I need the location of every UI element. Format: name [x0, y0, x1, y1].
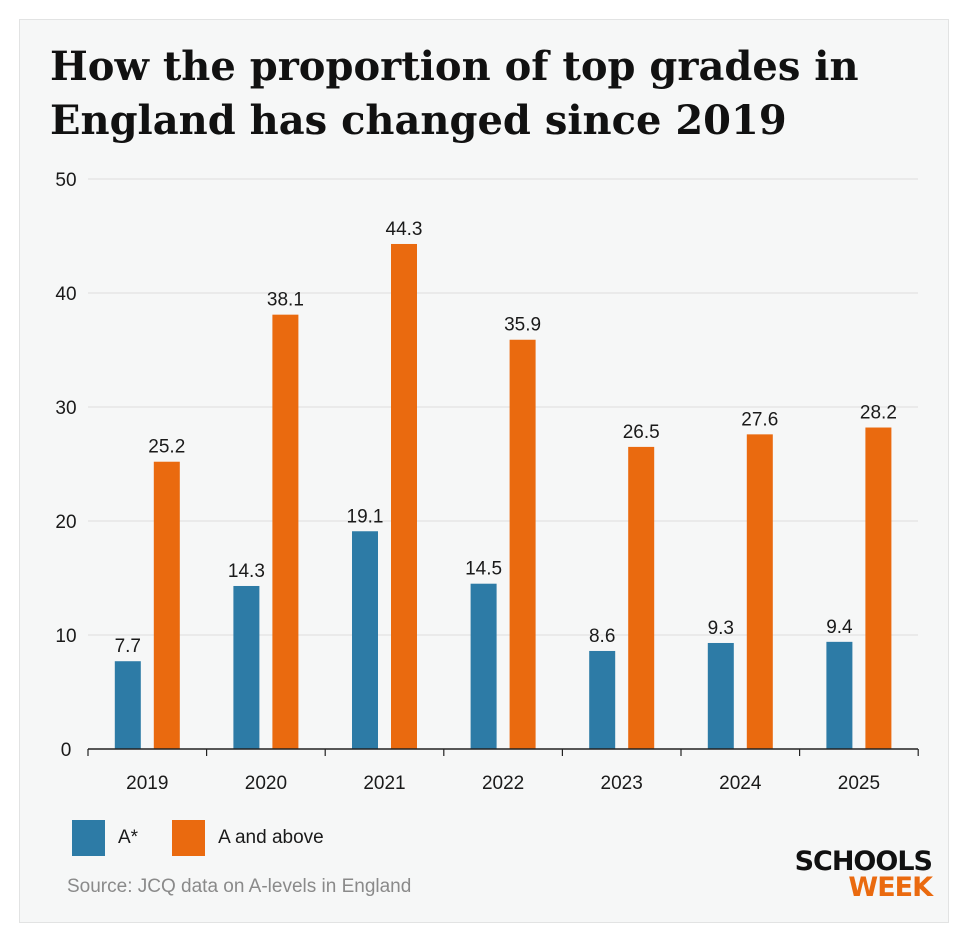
y-tick-label-0: 0: [61, 740, 72, 761]
data-label-a-star-2024: 9.3: [708, 618, 734, 639]
legend-swatch-a-star: [72, 820, 105, 856]
x-tick-label-2020: 2020: [245, 773, 287, 794]
data-label-a-star-2020: 14.3: [228, 561, 265, 582]
bar-a-and-above-2021: [391, 243, 417, 750]
data-label-a-and-above-2019: 25.2: [148, 437, 185, 458]
legend-label-a-star: A*: [118, 827, 139, 848]
logo-line-schools: SCHOOLS: [794, 846, 933, 877]
bar-a-and-above-2022: [509, 339, 536, 749]
bar-a-star-2023: [589, 650, 616, 749]
data-label-a-star-2019: 7.7: [115, 636, 141, 657]
bar-a-and-above-2024: [746, 434, 773, 749]
bar-a-and-above-2025: [865, 427, 892, 749]
bar-a-star-2025: [826, 641, 853, 749]
x-tick-label-2025: 2025: [838, 773, 880, 794]
data-label-a-and-above-2021: 44.3: [386, 219, 423, 240]
y-tick-label-20: 20: [55, 512, 76, 533]
bar-chart: 0 10 20 30 40 50 7.7 14.3 19.1 14.5 8.6 9.3 9.4 25.2 3…: [55, 170, 919, 794]
data-label-a-and-above-2022: 35.9: [504, 315, 541, 336]
x-tick-label-2019: 2019: [126, 773, 168, 794]
y-tick-label-10: 10: [55, 626, 76, 647]
source-note: Source: JCQ data on A-levels in England: [67, 876, 412, 897]
legend: A* A and above: [72, 820, 358, 856]
data-label-a-star-2021: 19.1: [347, 506, 384, 527]
logo-line-week: WEEK: [848, 872, 933, 903]
data-label-a-star-2022: 14.5: [465, 559, 502, 580]
bar-a-star-2019: [114, 661, 141, 749]
bar-a-and-above-2020: [272, 314, 299, 749]
data-label-a-and-above-2023: 26.5: [623, 422, 660, 443]
bar-a-and-above-2019: [153, 461, 180, 749]
data-label-a-star-2023: 8.6: [589, 626, 615, 647]
x-tick-label-2024: 2024: [719, 773, 762, 794]
legend-swatch-a-and-above: [172, 820, 206, 856]
x-tick-label-2022: 2022: [482, 773, 524, 794]
y-tick-label-30: 30: [55, 398, 76, 419]
chart-title: How the proportion of top grades in Engl…: [50, 43, 859, 144]
y-tick-label-50: 50: [55, 170, 76, 191]
bar-a-star-2022: [470, 583, 497, 749]
data-label-a-and-above-2020: 38.1: [267, 290, 304, 311]
schools-week-logo: SCHOOLS WEEK: [772, 846, 933, 903]
bar-a-star-2024: [707, 642, 734, 749]
data-label-a-and-above-2025: 28.2: [860, 403, 897, 424]
x-tick-label-2021: 2021: [363, 773, 405, 794]
bar-a-and-above-2023: [628, 446, 655, 749]
x-tick-label-2023: 2023: [601, 773, 643, 794]
data-label-a-star-2025: 9.4: [826, 617, 853, 638]
bar-a-star-2020: [233, 585, 260, 749]
legend-label-a-and-above: A and above: [218, 827, 324, 848]
bar-a-star-2021: [352, 531, 378, 749]
data-label-a-and-above-2024: 27.6: [741, 409, 778, 430]
legend-item-a-and-above: A and above: [172, 820, 324, 856]
legend-item-a-star: A*: [72, 820, 138, 856]
y-tick-label-40: 40: [55, 284, 76, 305]
